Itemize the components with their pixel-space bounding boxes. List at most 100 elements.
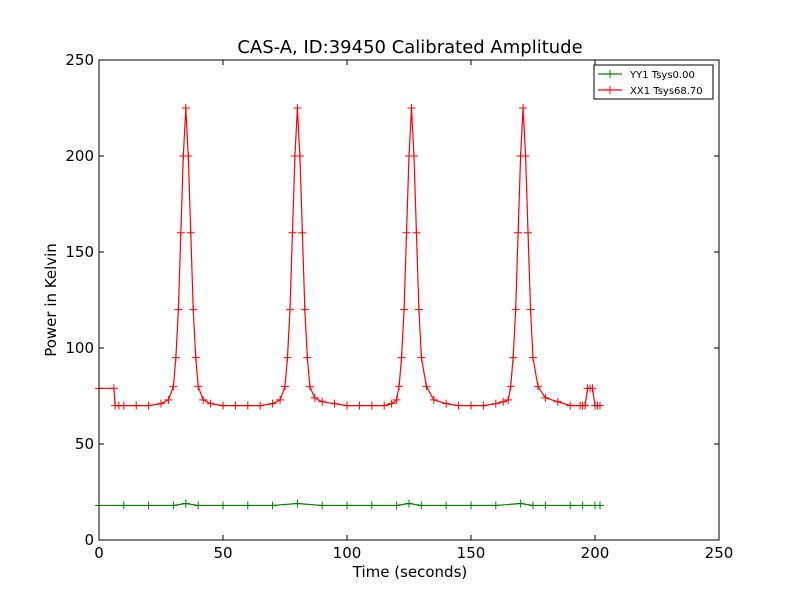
data-point	[387, 399, 396, 408]
data-point	[414, 305, 423, 314]
x-tick-label: 0	[94, 544, 104, 562]
y-tick-label: 50	[75, 435, 94, 453]
data-point	[417, 353, 426, 362]
data-point	[541, 501, 550, 510]
data-point	[330, 399, 339, 408]
data-point	[189, 305, 198, 314]
data-point	[380, 401, 389, 410]
data-point	[219, 401, 227, 410]
data-point	[144, 401, 153, 410]
x-tick-label: 200	[581, 544, 610, 562]
data-point	[392, 395, 401, 404]
series-2	[95, 104, 604, 410]
data-point	[186, 228, 195, 237]
data-point	[397, 353, 406, 362]
data-point	[184, 152, 193, 160]
y-tick-label: 200	[65, 147, 94, 165]
data-point	[405, 499, 413, 508]
series-1	[95, 499, 604, 510]
data-point	[281, 382, 289, 391]
data-point	[392, 501, 401, 510]
data-point	[533, 382, 542, 391]
data-point	[219, 501, 227, 510]
data-point	[553, 397, 562, 406]
data-point	[499, 397, 508, 406]
data-point	[256, 401, 265, 410]
data-point	[442, 501, 451, 510]
data-point	[295, 152, 304, 160]
series-line	[99, 107, 600, 407]
data-point	[243, 501, 252, 510]
data-point	[243, 401, 252, 410]
x-axis: 0 50 100 150 200 250	[94, 60, 733, 562]
data-point	[524, 228, 533, 237]
data-point	[367, 501, 376, 510]
data-point	[181, 499, 190, 508]
data-point	[191, 353, 200, 362]
y-tick-label: 250	[65, 51, 94, 69]
data-point	[422, 382, 431, 391]
data-point	[109, 384, 118, 393]
data-point	[310, 393, 319, 402]
data-point	[588, 384, 597, 393]
legend-marker	[606, 70, 614, 78]
data-point	[504, 395, 513, 404]
data-point	[318, 501, 327, 510]
data-point	[511, 305, 520, 314]
y-tick-label: 100	[65, 339, 94, 357]
data-point	[293, 104, 302, 112]
data-point	[581, 401, 590, 410]
data-point	[119, 401, 128, 410]
data-point	[409, 152, 418, 160]
data-point	[529, 501, 537, 510]
data-point	[303, 353, 312, 362]
y-tick-label: 150	[65, 243, 94, 261]
data-point	[519, 104, 528, 112]
data-point	[231, 401, 240, 410]
data-point	[454, 401, 463, 410]
data-point	[194, 501, 203, 510]
data-point	[283, 353, 292, 362]
legend-label: YY1 Tsys0.00	[629, 70, 695, 81]
data-point	[305, 382, 314, 391]
data-point	[285, 305, 294, 314]
data-point	[491, 501, 500, 510]
data-point	[402, 228, 411, 237]
data-point	[412, 228, 421, 237]
data-point	[509, 353, 518, 362]
series-layer	[95, 104, 604, 510]
data-point	[417, 501, 426, 510]
y-tick-label: 0	[84, 531, 94, 549]
data-point	[400, 305, 409, 314]
data-point	[199, 395, 208, 404]
data-point	[367, 401, 376, 410]
data-point	[169, 501, 178, 510]
y-axis: 0 50 100 150 200 250	[65, 51, 719, 549]
data-point	[300, 305, 309, 314]
data-point	[276, 395, 285, 404]
data-point	[516, 499, 525, 508]
legend-marker	[606, 86, 614, 94]
x-axis-label: Time (seconds)	[352, 563, 468, 581]
data-point	[595, 401, 604, 410]
data-point	[479, 401, 488, 410]
chart-title: CAS-A, ID:39450 Calibrated Amplitude	[237, 37, 582, 58]
data-point	[174, 305, 183, 314]
data-point	[442, 399, 451, 408]
x-tick-label: 100	[333, 544, 362, 562]
data-point	[268, 399, 277, 408]
data-point	[132, 401, 141, 410]
legend-box	[593, 64, 714, 100]
data-point	[171, 353, 180, 362]
data-point	[529, 353, 537, 362]
data-point	[467, 501, 475, 510]
data-point	[343, 401, 351, 410]
data-point	[194, 382, 203, 391]
data-point	[318, 397, 327, 406]
data-point	[407, 104, 416, 112]
data-point	[268, 501, 277, 510]
data-point	[514, 228, 523, 237]
legend-entry: XX1 Tsys68.70	[598, 86, 703, 97]
data-point	[343, 501, 351, 510]
